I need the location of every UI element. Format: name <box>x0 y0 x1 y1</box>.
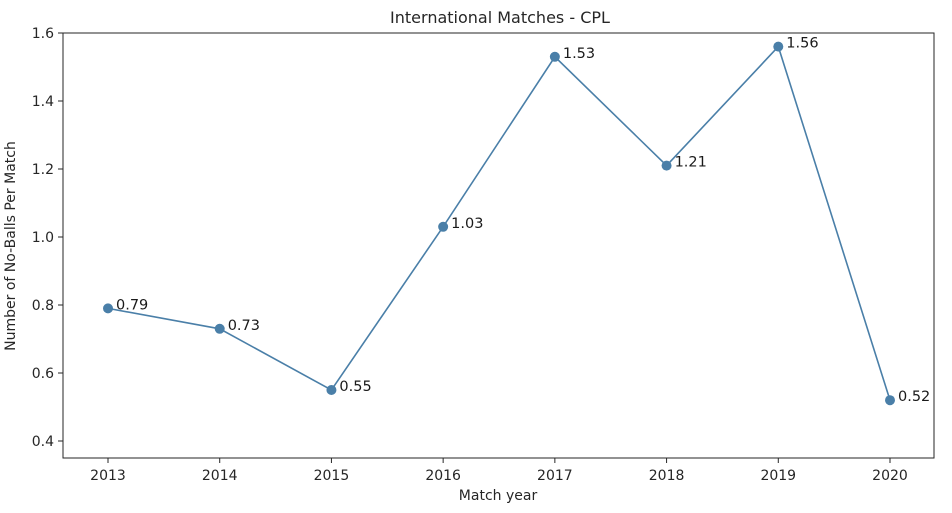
data-label-2015: 0.55 <box>339 379 371 395</box>
y-axis: 0.4 0.6 0.8 1.0 1.2 1.4 1.6 <box>32 26 63 450</box>
y-tick-label: 1.6 <box>32 26 54 42</box>
y-tick-label: 1.0 <box>32 230 54 246</box>
x-tick-label: 2014 <box>202 468 238 484</box>
y-axis-label: Number of No-Balls Per Match <box>3 141 19 351</box>
x-axis: 2013 2014 2015 2016 2017 2018 2019 2020 <box>90 458 908 484</box>
y-tick-label: 1.2 <box>32 162 54 178</box>
y-tick-label: 0.4 <box>32 434 54 450</box>
x-tick-label: 2016 <box>425 468 461 484</box>
data-point-2018 <box>661 160 672 171</box>
x-tick-label: 2015 <box>314 468 350 484</box>
y-tick-label: 0.6 <box>32 366 54 382</box>
data-point-2019 <box>773 41 784 52</box>
x-tick-label: 2013 <box>90 468 126 484</box>
x-axis-label: Match year <box>459 488 538 504</box>
x-tick-label: 2020 <box>872 468 908 484</box>
data-points <box>103 41 895 406</box>
data-label-2014: 0.73 <box>228 318 260 334</box>
data-label-2018: 1.21 <box>675 155 707 171</box>
data-label-2017: 1.53 <box>563 46 595 62</box>
chart-title: International Matches - CPL <box>390 8 610 27</box>
x-tick-label: 2019 <box>760 468 796 484</box>
data-label-2013: 0.79 <box>116 297 148 313</box>
plot-area-frame <box>62 32 935 459</box>
data-point-2013 <box>103 303 113 314</box>
x-tick-label: 2017 <box>537 468 573 484</box>
data-labels: 0.79 0.73 0.55 1.03 1.53 1.21 1.56 0.52 <box>116 36 930 406</box>
x-tick-label: 2018 <box>649 468 685 484</box>
data-point-2016 <box>438 221 449 232</box>
data-label-2020: 0.52 <box>898 389 930 405</box>
y-tick-label: 1.4 <box>32 94 54 110</box>
data-point-2014 <box>214 323 225 334</box>
data-point-2017 <box>549 51 560 62</box>
data-label-2019: 1.56 <box>786 36 818 52</box>
data-point-2015 <box>326 385 337 395</box>
data-point-2020 <box>885 395 895 406</box>
series-line <box>107 45 891 401</box>
y-tick-label: 0.8 <box>32 298 54 314</box>
data-label-2016: 1.03 <box>451 216 483 232</box>
